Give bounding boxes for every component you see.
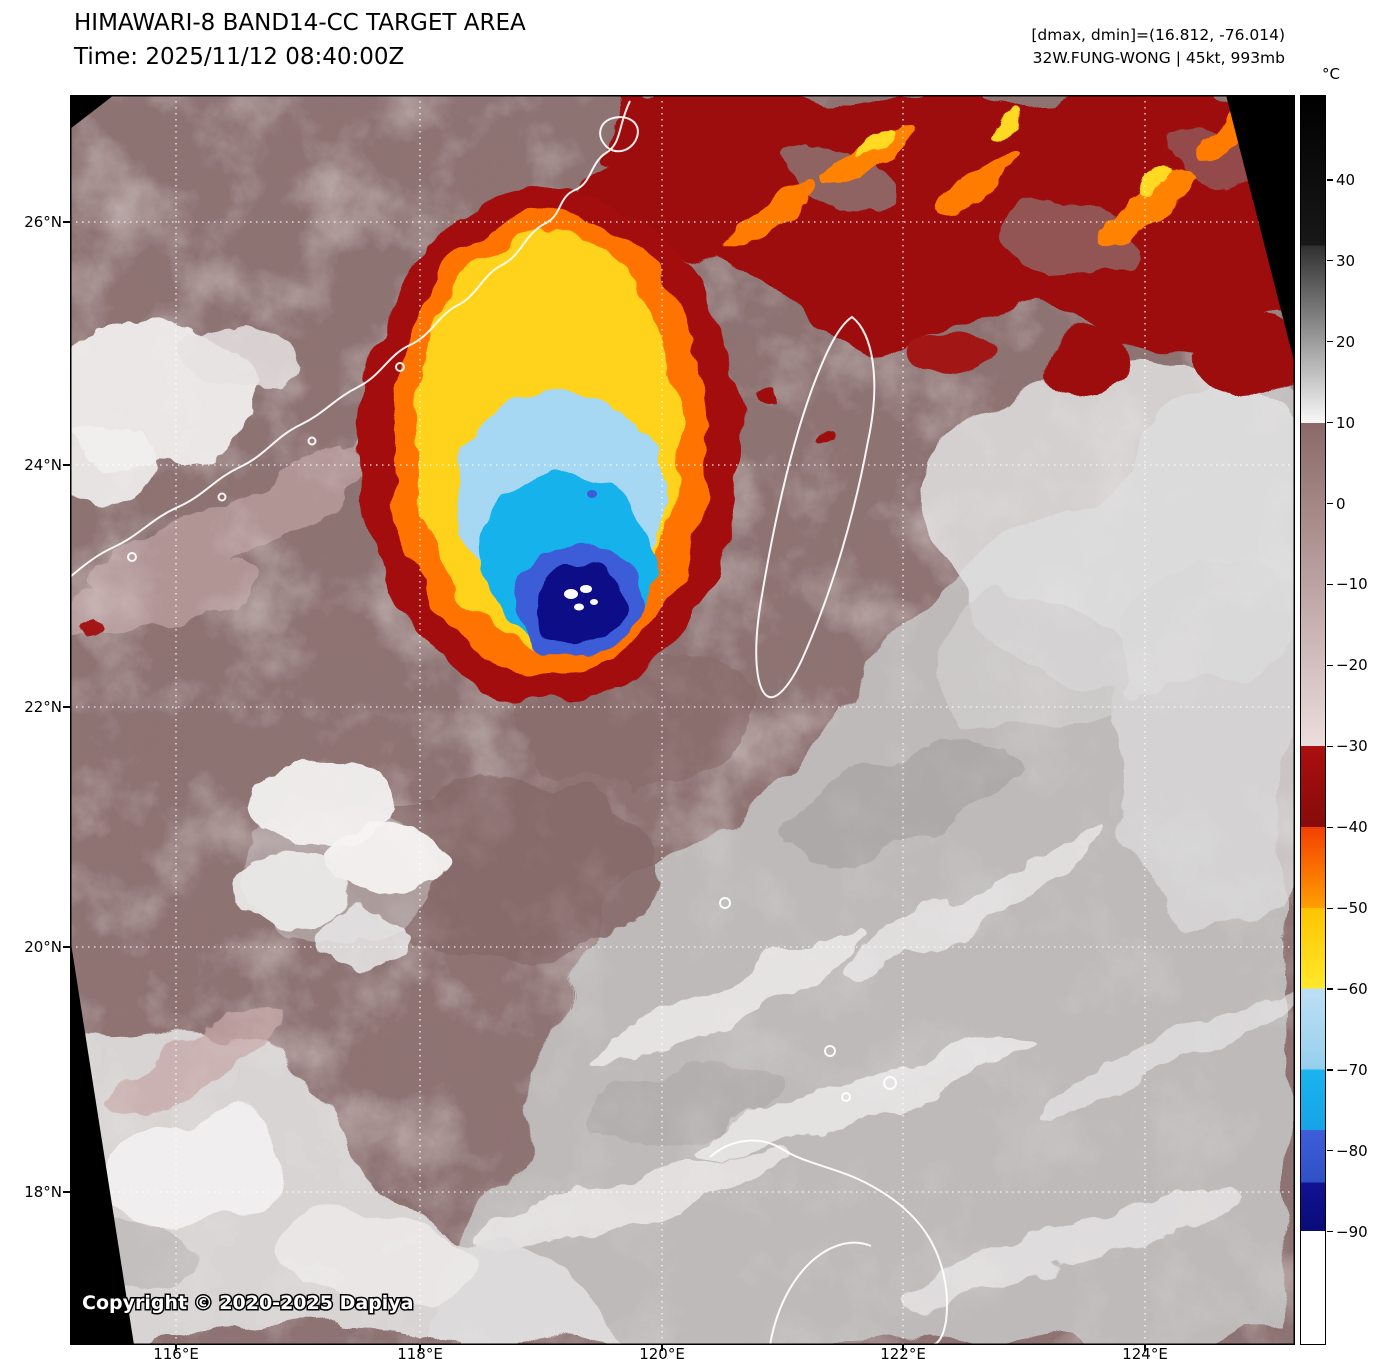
lon-tick-label: 116°E bbox=[153, 1345, 199, 1359]
colorbar-tick-mark bbox=[1327, 583, 1333, 586]
lat-tick-label: 18°N bbox=[24, 1183, 62, 1201]
colorbar-tick-mark bbox=[1327, 502, 1333, 505]
lon-tick-label: 120°E bbox=[639, 1345, 685, 1359]
cold-band-detail bbox=[75, 109, 1269, 639]
colorbar-tick-mark bbox=[1327, 664, 1333, 666]
colorbar-tick-label: −80 bbox=[1336, 1141, 1368, 1160]
lat-tick-mark bbox=[63, 221, 70, 223]
lon-tick-label: 124°E bbox=[1122, 1345, 1168, 1359]
header-annotations: [dmax, dmin]=(16.812, -76.014) 32W.FUNG-… bbox=[1031, 24, 1285, 70]
storm-coldest-pixels bbox=[564, 490, 598, 611]
colorbar-tick-label: 0 bbox=[1336, 494, 1346, 513]
colorbar-tick-mark bbox=[1327, 1231, 1333, 1233]
lat-tick-label: 20°N bbox=[24, 938, 62, 956]
satellite-map-panel: Copyright © 2020-2025 Dapiya bbox=[70, 95, 1295, 1345]
lon-tick-mark bbox=[661, 1345, 663, 1351]
colorbar-tick-label: −90 bbox=[1336, 1222, 1368, 1241]
lon-tick-mark bbox=[902, 1345, 904, 1351]
colorbar-gradient bbox=[1300, 95, 1326, 1345]
lat-tick-label: 26°N bbox=[24, 213, 62, 231]
colorbar-tick-label: 40 bbox=[1336, 170, 1356, 189]
colorbar-tick-label: 20 bbox=[1336, 332, 1356, 351]
colorbar-tick-mark bbox=[1327, 988, 1333, 990]
time-label: Time: 2025/11/12 08:40:00Z bbox=[74, 44, 405, 70]
lat-tick-label: 24°N bbox=[24, 456, 62, 474]
lat-tick-mark bbox=[63, 1191, 70, 1193]
colorbar-tick-label: −50 bbox=[1336, 899, 1368, 918]
storm-cold-cloud-tops bbox=[360, 187, 740, 703]
colorbar-tick-label: −30 bbox=[1336, 737, 1368, 756]
colorbar-tick-mark bbox=[1327, 1150, 1333, 1152]
lon-tick-label: 118°E bbox=[397, 1345, 443, 1359]
colorbar: °C 40 30 20 10 0 −10 −20 −30 −40 −50 −60 −70 −80 −90 bbox=[1300, 65, 1368, 1345]
colorbar-tick-mark bbox=[1327, 179, 1333, 181]
storm-info-label: 32W.FUNG-WONG | 45kt, 993mb bbox=[1032, 49, 1285, 67]
lat-tick-label: 22°N bbox=[24, 698, 62, 716]
colorbar-tick-mark bbox=[1327, 745, 1333, 747]
colorbar-tick-label: −70 bbox=[1336, 1060, 1368, 1079]
colorbar-tick-label: −60 bbox=[1336, 980, 1368, 998]
lat-tick-mark bbox=[63, 946, 70, 948]
colorbar-tick-mark bbox=[1327, 341, 1333, 343]
colorbar-tick-label: −40 bbox=[1336, 818, 1368, 837]
colorbar-tick-label: −10 bbox=[1336, 575, 1368, 594]
copyright-text: Copyright © 2020-2025 Dapiya bbox=[82, 1292, 413, 1314]
dmax-dmin-label: [dmax, dmin]=(16.812, -76.014) bbox=[1031, 26, 1285, 44]
lon-tick-label: 122°E bbox=[880, 1345, 926, 1359]
colorbar-tick-mark bbox=[1327, 1069, 1333, 1071]
colorbar-tick-mark bbox=[1327, 422, 1333, 424]
lon-tick-mark bbox=[1144, 1345, 1146, 1351]
latlon-grid bbox=[70, 95, 1295, 1345]
map-frame bbox=[70, 95, 1295, 1345]
lon-tick-mark bbox=[419, 1345, 421, 1351]
lat-tick-mark bbox=[63, 464, 70, 466]
lat-tick-mark bbox=[63, 706, 70, 708]
colorbar-tick-label: 30 bbox=[1336, 251, 1356, 270]
coastlines bbox=[70, 100, 948, 1345]
colorbar-tick-mark bbox=[1327, 826, 1333, 828]
lon-tick-mark bbox=[175, 1345, 177, 1351]
page-title: HIMAWARI-8 BAND14-CC TARGET AREA bbox=[74, 10, 526, 36]
colorbar-unit-label: °C bbox=[1322, 65, 1340, 83]
colorbar-tick-mark bbox=[1327, 260, 1333, 262]
colorbar-tick-label: 10 bbox=[1336, 413, 1356, 432]
satellite-image: Copyright © 2020-2025 Dapiya bbox=[70, 95, 1295, 1345]
scan-edge-black-corners bbox=[70, 95, 1295, 1345]
colorbar-tick-label: −20 bbox=[1336, 656, 1368, 675]
colorbar-tick-mark bbox=[1327, 907, 1333, 909]
